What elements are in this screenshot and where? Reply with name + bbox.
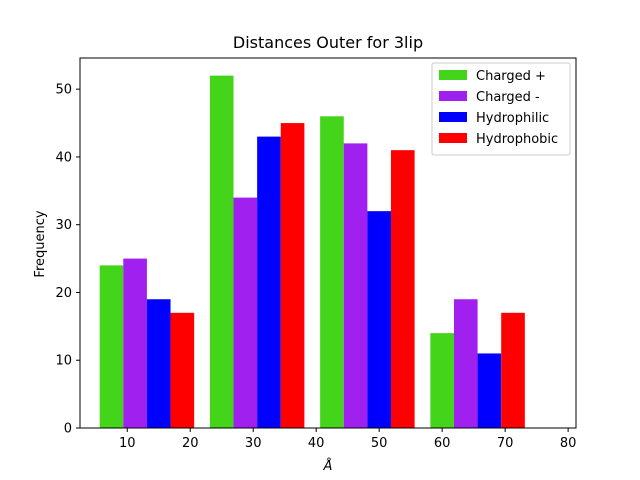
y-tick-label: 10 [55, 354, 72, 369]
bar-hydrophobic-3 [390, 150, 415, 428]
y-tick-label: 0 [64, 422, 72, 437]
plot-frame [79, 57, 577, 429]
bar-hydrophilic-3 [367, 211, 391, 428]
x-tick-label: 10 [119, 436, 136, 451]
legend-label: Hydrophilic [476, 111, 549, 126]
bar-charged-1 [99, 265, 124, 428]
bar-hydrophobic-4 [501, 312, 525, 428]
x-tick-label: 50 [371, 436, 388, 451]
x-tick-label: 80 [560, 436, 577, 451]
bar-charged-3 [320, 116, 344, 429]
chart-title: Distances Outer for 3lip [233, 33, 423, 52]
x-axis: 10 20 30 40 50 60 70 80 [119, 428, 576, 451]
bar-charged-4 [453, 299, 478, 428]
x-tick-label: 30 [245, 436, 262, 451]
bar-hydrophobic-1 [170, 312, 195, 428]
legend-swatch [439, 70, 467, 80]
bar-charged-4 [430, 333, 454, 428]
legend-swatch [439, 112, 467, 122]
bars-group [99, 75, 525, 429]
y-tick-label: 50 [55, 83, 72, 98]
y-tick-label: 20 [55, 286, 72, 301]
legend-label: Charged - [476, 90, 540, 105]
bar-hydrophilic-4 [477, 353, 502, 428]
x-axis-title: Å [323, 458, 333, 474]
x-tick-label: 40 [308, 436, 325, 451]
bar-charged-3 [343, 143, 368, 428]
y-axis-title: Frequency [33, 210, 48, 277]
bar-hydrophilic-1 [146, 299, 171, 428]
bar-hydrophilic-2 [257, 136, 281, 428]
legend-label: Hydrophobic [476, 132, 558, 147]
bar-hydrophobic-2 [280, 123, 305, 429]
y-tick-label: 30 [55, 218, 72, 233]
legend: Charged + Charged - Hydrophilic Hydrophobic [431, 62, 571, 156]
bar-charged-2 [209, 75, 234, 428]
bar-charged-1 [123, 258, 147, 428]
x-tick-label: 60 [434, 436, 451, 451]
legend-swatch [439, 91, 467, 101]
x-tick-label: 70 [497, 436, 514, 451]
legend-swatch [439, 133, 467, 143]
legend-box [431, 62, 571, 156]
legend-label: Charged + [476, 69, 546, 84]
bar-charged-2 [233, 197, 258, 428]
x-tick-label: 20 [182, 436, 199, 451]
y-tick-label: 40 [55, 150, 72, 165]
y-axis: 0 10 20 30 40 50 [55, 83, 80, 437]
